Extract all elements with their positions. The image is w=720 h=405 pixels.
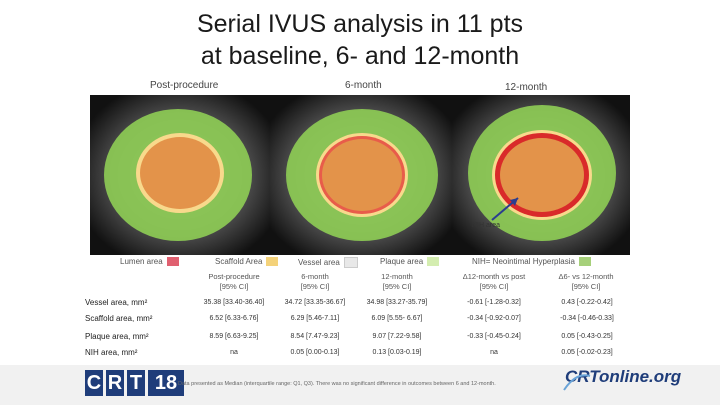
table-cell: 6.29 [5.46-7.11] bbox=[290, 315, 340, 322]
label-post-procedure: Post-procedure bbox=[150, 80, 219, 91]
table-cell: -0.34 [-0.92-0.07] bbox=[467, 315, 521, 322]
col-header-6m-l1: 6-month bbox=[301, 272, 329, 281]
legend-vessel-label: Vessel area bbox=[298, 258, 340, 267]
crt18-logo-box: T bbox=[127, 370, 145, 396]
table-cell: 6.09 [5.55- 6.67] bbox=[371, 315, 423, 322]
legend-vessel: Vessel area bbox=[298, 257, 358, 268]
table-cell: 0.05 [-0.02-0.23] bbox=[561, 349, 613, 356]
crtonline-logo: CRTonline.org bbox=[565, 367, 682, 386]
col-header-delta-12m-l1: Δ12-month vs post bbox=[462, 272, 526, 281]
row-label-vessel: Vessel area, mm² bbox=[85, 298, 148, 307]
col-header-post-l1: Post-procedure bbox=[208, 272, 260, 281]
legend-scaffold: Scaffold Area bbox=[215, 257, 279, 266]
legend-plaque-label: Plaque area bbox=[380, 257, 424, 266]
legend-nih-swatch bbox=[578, 257, 591, 266]
table-cell: 0.05 [0.00-0.13] bbox=[290, 349, 340, 356]
col-header-delta-6-12m: Δ6- vs 12-month [95% CI] bbox=[540, 272, 632, 292]
legend-plaque-swatch bbox=[427, 257, 440, 266]
table-cell: na bbox=[490, 349, 498, 356]
title-line-2: at baseline, 6- and 12-month bbox=[200, 42, 520, 70]
table-cell: -0.33 [-0.45-0.24] bbox=[467, 333, 521, 340]
col-header-12m: 12-month [95% CI] bbox=[357, 272, 437, 292]
table-cell: 8.59 [6.63-9.25] bbox=[209, 333, 259, 340]
label-6-month: 6-month bbox=[345, 80, 382, 91]
table-cell: 0.43 [-0.22-0.42] bbox=[561, 299, 613, 306]
table-cell: 0.05 [-0.43-0.25] bbox=[561, 333, 613, 340]
legend-scaffold-label: Scaffold Area bbox=[215, 257, 263, 266]
row-label-plaque: Plaque area, mm² bbox=[85, 332, 149, 341]
crtonline-swoosh-icon bbox=[563, 374, 591, 391]
legend-lumen-label: Lumen area bbox=[120, 257, 163, 266]
table-cell: 34.98 [33.27-35.79] bbox=[366, 299, 428, 306]
table-cell: 34.72 [33.35-36.67] bbox=[284, 299, 346, 306]
legend-lumen-swatch bbox=[166, 257, 179, 266]
nih-arrow-label: NIH area bbox=[472, 222, 501, 229]
footer-note: Data presented as Median (interquartile … bbox=[178, 381, 496, 387]
table-cell: 9.07 [7.22-9.58] bbox=[372, 333, 422, 340]
col-header-post-l2: [95% CI] bbox=[219, 282, 249, 291]
col-header-12m-l2: [95% CI] bbox=[382, 282, 412, 291]
results-table: Post-procedure [95% CI] 6-month [95% CI]… bbox=[0, 270, 720, 365]
legend-scaffold-swatch bbox=[266, 257, 279, 266]
legend-lumen: Lumen area bbox=[120, 257, 179, 266]
col-header-delta-12m-l2: [95% CI] bbox=[479, 282, 509, 291]
table-cell: -0.34 [-0.46-0.33] bbox=[560, 315, 614, 322]
legend-plaque: Plaque area bbox=[380, 257, 440, 266]
table-cell: 8.54 [7.47-9.23] bbox=[290, 333, 340, 340]
crt18-logo: C R T 18 bbox=[85, 370, 184, 400]
title-line-1: Serial IVUS analysis in 11 pts bbox=[196, 10, 524, 38]
ivus-image-12-month bbox=[452, 95, 630, 255]
row-label-nih: NIH area, mm² bbox=[85, 348, 138, 357]
ivus-image-post bbox=[90, 95, 270, 255]
col-header-post: Post-procedure [95% CI] bbox=[200, 272, 268, 292]
nih-arrow bbox=[491, 197, 519, 221]
table-cell: 0.13 [0.03-0.19] bbox=[372, 349, 422, 356]
slide-title: Serial IVUS analysis in 11 pts at baseli… bbox=[0, 8, 720, 72]
legend-nih: NIH= Neointimal Hyperplasia bbox=[472, 257, 591, 266]
table-cell: 35.38 [33.40-36.40] bbox=[203, 299, 265, 306]
crt18-logo-box: R bbox=[106, 370, 124, 396]
col-header-delta-6-12m-l1: Δ6- vs 12-month bbox=[558, 272, 614, 281]
legend-nih-label: NIH= Neointimal Hyperplasia bbox=[472, 257, 575, 266]
col-header-6m: 6-month [95% CI] bbox=[280, 272, 350, 292]
table-cell: -0.61 [-1.28-0.32] bbox=[467, 299, 521, 306]
legend-vessel-swatch bbox=[343, 257, 358, 268]
table-cell: na bbox=[230, 349, 238, 356]
col-header-delta-12m: Δ12-month vs post [95% CI] bbox=[448, 272, 540, 292]
crt18-logo-box: C bbox=[85, 370, 103, 396]
table-cell: 6.52 [6.33-6.76] bbox=[209, 315, 259, 322]
ivus-image-6-month bbox=[270, 95, 452, 255]
row-label-scaffold: Scaffold area, mm² bbox=[85, 314, 153, 323]
col-header-6m-l2: [95% CI] bbox=[300, 282, 330, 291]
col-header-delta-6-12m-l2: [95% CI] bbox=[571, 282, 601, 291]
label-12-month: 12-month bbox=[505, 82, 548, 93]
col-header-12m-l1: 12-month bbox=[381, 272, 413, 281]
crt18-logo-box: 18 bbox=[148, 370, 184, 396]
